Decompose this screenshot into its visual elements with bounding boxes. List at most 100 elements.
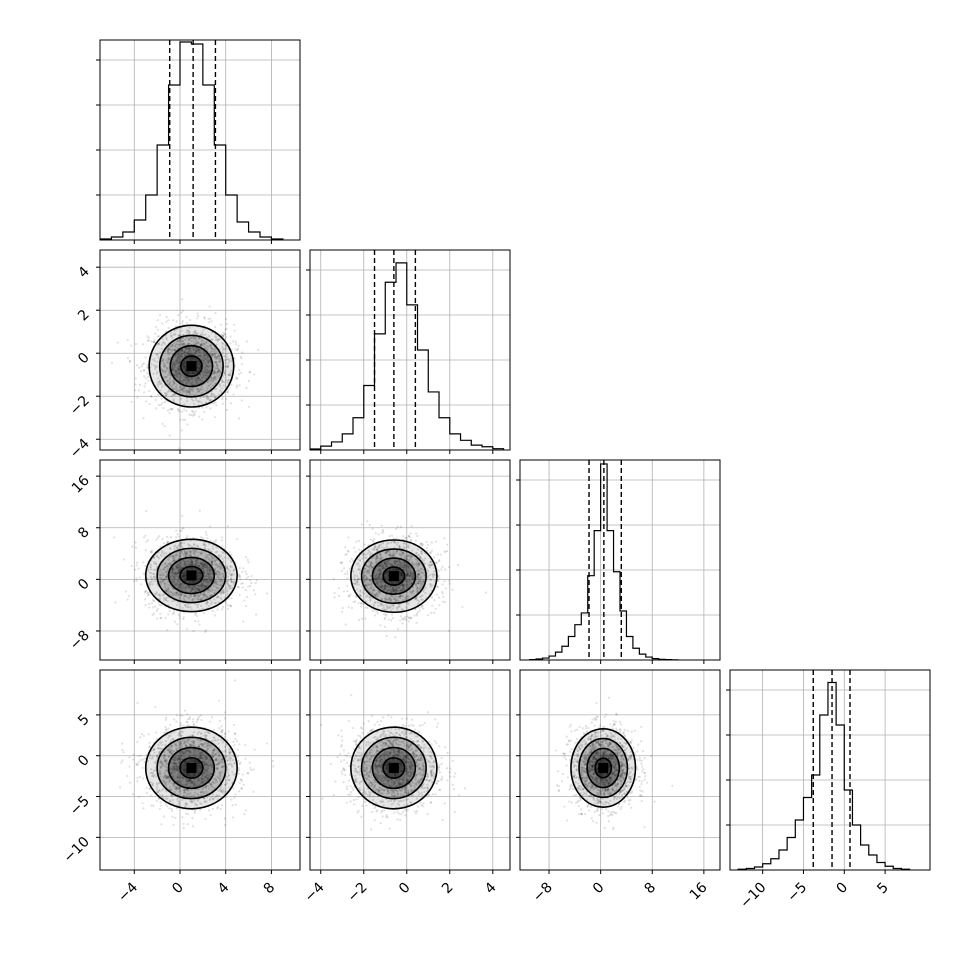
sample-point (165, 338, 168, 341)
sample-point (160, 568, 163, 571)
sample-point (411, 576, 414, 579)
sample-point (373, 545, 376, 548)
sample-point (160, 550, 164, 553)
sample-point (214, 387, 218, 390)
sample-point (183, 562, 186, 565)
sample-point (176, 351, 179, 355)
sample-point (202, 582, 205, 586)
sample-point (168, 372, 171, 375)
sample-point (177, 367, 180, 370)
sample-point (161, 580, 165, 583)
sample-point (226, 568, 230, 571)
sample-point (208, 358, 211, 362)
sample-point (363, 579, 366, 582)
sample-point (172, 555, 175, 558)
sample-point (176, 361, 179, 364)
sample-point (382, 581, 385, 584)
sample-point (146, 592, 149, 595)
sample-point (180, 349, 184, 352)
sample-point (396, 586, 399, 589)
sample-point (179, 418, 182, 421)
sample-point (190, 550, 193, 553)
sample-point (393, 541, 396, 544)
sample-point (210, 376, 213, 379)
sample-point (196, 376, 199, 380)
sample-point (379, 576, 382, 579)
sample-point (208, 578, 211, 581)
sample-point (173, 366, 176, 369)
sample-point (216, 566, 219, 569)
sample-point (382, 605, 385, 608)
sample-point (226, 391, 230, 394)
sample-point (180, 583, 183, 586)
sample-point (212, 749, 215, 752)
sample-point (173, 372, 176, 376)
sample-point (210, 556, 213, 559)
sample-point (146, 372, 149, 375)
sample-point (177, 566, 180, 569)
sample-point (232, 723, 235, 727)
sample-point (380, 579, 383, 582)
sample-point (219, 578, 222, 581)
sample-point (369, 565, 372, 568)
sample-point (171, 567, 174, 571)
sample-point (200, 582, 203, 585)
sample-point (348, 567, 351, 570)
sample-point (417, 580, 420, 583)
sample-point (195, 387, 198, 390)
sample-point (200, 587, 204, 590)
sample-point (395, 549, 399, 552)
sample-point (406, 597, 410, 600)
sample-point (228, 597, 231, 600)
sample-point (185, 376, 188, 379)
sample-point (196, 738, 199, 741)
sample-point (211, 753, 214, 756)
sample-point (227, 358, 230, 361)
sample-point (197, 584, 200, 587)
sample-point (215, 586, 219, 590)
sample-point (175, 536, 178, 539)
sample-point (209, 570, 212, 573)
sample-point (153, 773, 156, 777)
sample-point (159, 403, 163, 406)
sample-point (230, 369, 233, 372)
sample-point (217, 571, 221, 574)
sample-point (382, 530, 385, 533)
sample-point (229, 335, 232, 338)
sample-point (416, 586, 419, 589)
sample-point (369, 579, 372, 582)
sample-point (376, 589, 379, 592)
sample-point (173, 557, 176, 561)
sample-point (409, 532, 412, 535)
sample-point (391, 564, 394, 567)
sample-point (163, 589, 167, 592)
sample-point (394, 590, 397, 593)
sample-point (174, 594, 178, 597)
sample-point (206, 372, 210, 375)
sample-point (188, 581, 191, 584)
sample-point (201, 598, 204, 601)
sample-point (395, 598, 399, 602)
sample-point (216, 596, 220, 599)
sample-point (155, 364, 158, 367)
sample-point (353, 546, 356, 549)
sample-point (394, 562, 397, 565)
sample-point (196, 574, 199, 578)
sample-point (134, 377, 137, 380)
sample-point (391, 554, 395, 557)
sample-point (420, 552, 423, 555)
sample-point (353, 582, 356, 585)
sample-point (401, 583, 404, 586)
sample-point (192, 357, 195, 360)
sample-point (177, 756, 181, 760)
contour-line (180, 355, 203, 378)
sample-point (396, 587, 399, 590)
sample-point (226, 580, 229, 583)
sample-point (214, 360, 217, 364)
sample-point (186, 596, 189, 599)
sample-point (168, 370, 171, 374)
sample-point (167, 727, 170, 730)
sample-point (414, 539, 417, 542)
sample-point (174, 332, 177, 335)
sample-point (163, 571, 167, 574)
